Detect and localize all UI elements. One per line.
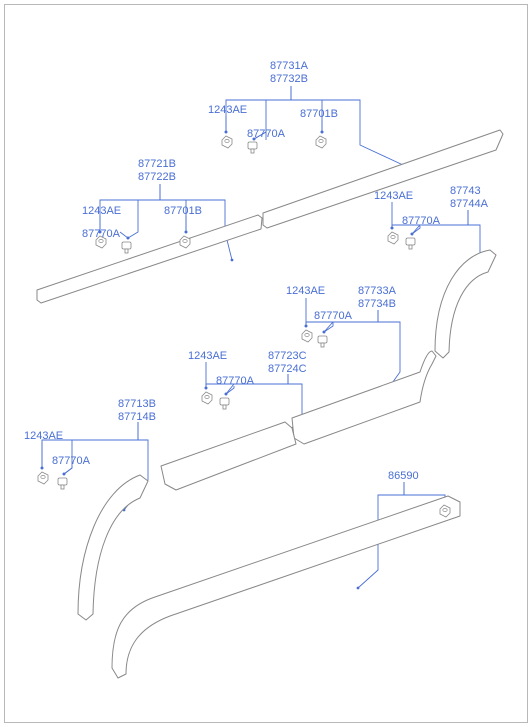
- nut-icon: [316, 136, 326, 148]
- label-line: 87770A: [402, 215, 440, 227]
- part-upper-strip-rear: [263, 130, 503, 228]
- part-label[interactable]: 86590: [388, 470, 419, 483]
- label-line: 87721B: [138, 158, 176, 170]
- leader-line: [120, 232, 128, 238]
- leader-endpoint: [41, 467, 44, 470]
- part-side-skirt: [112, 496, 460, 678]
- nut-icon: [302, 330, 312, 342]
- label-line: 87701B: [164, 205, 202, 217]
- part-label[interactable]: 1243AE: [24, 430, 63, 443]
- part-label[interactable]: 87701B: [164, 205, 202, 218]
- leader-endpoint: [305, 325, 308, 328]
- leader-line: [128, 184, 160, 238]
- part-rear-door-moulding: [292, 351, 436, 444]
- part-label[interactable]: 87770A: [402, 215, 440, 228]
- part-label[interactable]: 87701B: [300, 108, 338, 121]
- label-line: 1243AE: [374, 190, 413, 202]
- part-label[interactable]: 87770A: [82, 228, 120, 241]
- part-label[interactable]: 1243AE: [82, 205, 121, 218]
- label-line: 87732B: [270, 73, 308, 85]
- part-label[interactable]: 87731A87732B: [270, 60, 308, 85]
- label-line: 87734B: [358, 298, 396, 310]
- leader-endpoint: [205, 387, 208, 390]
- leader-endpoint: [185, 231, 188, 234]
- label-line: 1243AE: [82, 205, 121, 217]
- label-line: 1243AE: [208, 104, 247, 116]
- label-line: 87724C: [268, 363, 307, 375]
- nut-icon: [222, 136, 232, 148]
- clip-icon: [220, 398, 229, 409]
- label-line: 87701B: [300, 108, 338, 120]
- label-line: 1243AE: [188, 350, 227, 362]
- label-line: 87731A: [270, 60, 308, 72]
- label-line: 87743: [450, 185, 481, 197]
- part-upper-strip-front: [37, 215, 262, 303]
- part-label[interactable]: 1243AE: [188, 350, 227, 363]
- label-line: 87713B: [118, 398, 156, 410]
- leader-endpoint: [411, 233, 414, 236]
- part-wheel-arch-front: [78, 475, 148, 620]
- clip-icon: [248, 142, 257, 153]
- label-line: 87744A: [450, 198, 488, 210]
- part-label[interactable]: 87723C87724C: [268, 350, 307, 375]
- leader-endpoint: [225, 393, 228, 396]
- label-line: 86590: [388, 470, 419, 482]
- part-label[interactable]: 1243AE: [208, 104, 247, 117]
- part-label[interactable]: 8774387744A: [450, 185, 488, 210]
- leader-endpoint: [127, 237, 130, 240]
- label-line: 87733A: [358, 285, 396, 297]
- clip-icon: [406, 238, 415, 249]
- part-wheel-arch-rear: [435, 250, 496, 358]
- part-label[interactable]: 1243AE: [286, 285, 325, 298]
- label-line: 87714B: [118, 411, 156, 423]
- part-label[interactable]: 87770A: [314, 310, 352, 323]
- nut-icon: [388, 232, 398, 244]
- leader-line: [291, 86, 403, 165]
- leader-endpoint: [231, 259, 234, 262]
- label-line: 1243AE: [286, 285, 325, 297]
- leader-endpoint: [357, 587, 360, 590]
- part-label[interactable]: 87733A87734B: [358, 285, 396, 310]
- label-line: 87770A: [314, 310, 352, 322]
- label-line: 87722B: [138, 171, 176, 183]
- label-line: 87770A: [82, 228, 120, 240]
- leader-endpoint: [63, 473, 66, 476]
- leader-endpoint: [391, 227, 394, 230]
- clip-icon: [58, 478, 67, 489]
- label-line: 87770A: [216, 375, 254, 387]
- label-line: 1243AE: [24, 430, 63, 442]
- label-line: 87770A: [247, 128, 285, 140]
- leader-endpoint: [225, 131, 228, 134]
- label-line: 87723C: [268, 350, 307, 362]
- clip-icon: [318, 336, 327, 347]
- part-label[interactable]: 87770A: [52, 455, 90, 468]
- diagram-svg: [0, 0, 532, 727]
- part-label[interactable]: 87770A: [216, 375, 254, 388]
- part-label[interactable]: 87713B87714B: [118, 398, 156, 423]
- part-label[interactable]: 87721B87722B: [138, 158, 176, 183]
- nut-icon: [38, 472, 48, 484]
- nut-icon: [202, 392, 212, 404]
- leader-endpoint: [323, 331, 326, 334]
- part-label[interactable]: 1243AE: [374, 190, 413, 203]
- clip-icon: [122, 242, 131, 253]
- label-line: 87770A: [52, 455, 90, 467]
- leader-endpoint: [321, 131, 324, 134]
- part-label[interactable]: 87770A: [247, 128, 285, 141]
- part-front-door-moulding: [161, 422, 296, 490]
